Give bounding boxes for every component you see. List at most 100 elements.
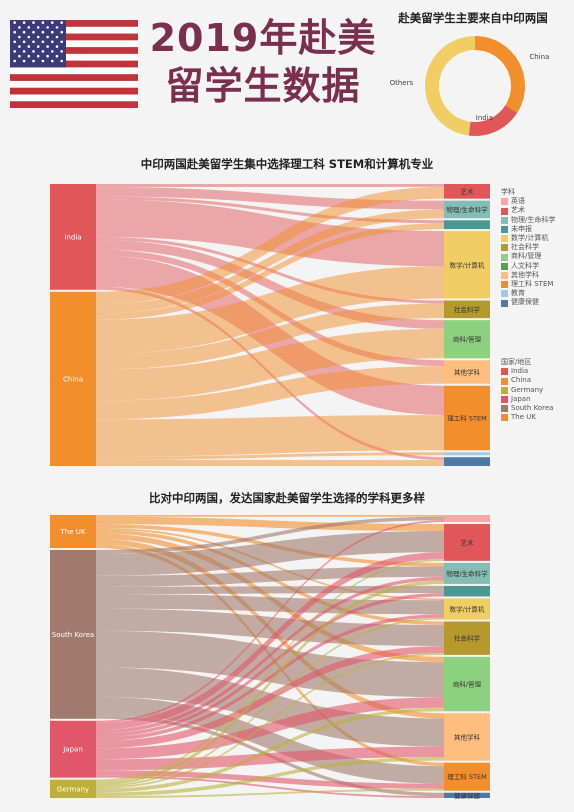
donut-label-india: India	[476, 114, 493, 122]
flag-star-icon	[46, 45, 49, 48]
sankey-target-label: 物理/生命科学	[446, 569, 488, 578]
sankey-link	[96, 585, 444, 595]
sankey-target-node	[444, 231, 490, 299]
legend-label: 人文科学	[511, 261, 539, 270]
legend-item: 商科/管理	[501, 252, 555, 261]
sankey-link	[96, 653, 444, 789]
sankey-link	[96, 646, 444, 749]
country-legend: 国家/地区 India China Germany Japan South Korea T…	[501, 358, 553, 422]
flag-star-icon	[13, 59, 16, 63]
flag-star-icon	[36, 54, 40, 58]
sankey-link	[96, 240, 444, 329]
flag-star-icon	[22, 59, 26, 63]
sankey-target-node	[444, 762, 490, 791]
flag-star-icon	[41, 50, 45, 53]
sankey-source-label: The UK	[60, 528, 86, 536]
flag-star-icon	[22, 50, 26, 53]
flag-star-icon	[51, 59, 54, 63]
legend-item: 其他学科	[501, 271, 555, 280]
sankey-target-node	[444, 184, 490, 199]
sankey-source-node	[50, 720, 96, 778]
legend-swatch	[501, 271, 508, 279]
legend-label: 英语	[511, 197, 525, 206]
legend-item: India	[501, 367, 553, 376]
sankey-target-label: 理工科 STEM	[447, 772, 486, 781]
legend-item: 人文科学	[501, 262, 555, 271]
flag-star-icon	[55, 45, 59, 48]
sankey-target-node	[444, 360, 490, 384]
sankey-target-label: 其他学科	[454, 368, 481, 377]
sankey-source-node	[50, 291, 96, 466]
sankey-target-node	[444, 457, 490, 466]
sankey-target-node	[444, 713, 490, 761]
sankey-target-node	[444, 515, 490, 523]
sankey-source-label: South Korea	[52, 631, 94, 639]
flag-star-icon	[41, 21, 45, 24]
flag-star-icon	[60, 21, 63, 24]
sankey-target-node	[444, 585, 490, 597]
legend-label: South Korea	[511, 404, 554, 413]
legend-swatch	[501, 281, 508, 289]
donut-label-china: China	[529, 53, 549, 61]
sankey-link	[96, 757, 444, 797]
sankey-target-node	[444, 300, 490, 319]
legend-label: 教育	[511, 289, 525, 298]
legend-item: Japan	[501, 395, 553, 404]
flag-star-icon	[41, 40, 45, 44]
legend-label: India	[511, 367, 529, 376]
sankey-link	[96, 186, 444, 305]
sankey-link	[96, 707, 444, 793]
flag-star-icon	[27, 35, 31, 39]
flag-star-icon	[51, 30, 54, 34]
legend-label: Japan	[511, 394, 531, 403]
sankey-link	[96, 697, 444, 760]
legend-swatch	[501, 225, 508, 233]
legend-swatch	[501, 198, 508, 206]
title-line-1: 2019年赴美	[149, 16, 377, 60]
legend-label: 理工科 STEM	[511, 280, 554, 289]
flag-star-icon	[27, 54, 31, 58]
sankey-target-node	[444, 562, 490, 584]
legend-label: 艺术	[511, 206, 525, 215]
sankey-link	[96, 459, 444, 466]
donut-slice-india	[468, 105, 518, 136]
sankey-link	[96, 515, 444, 517]
flag-star-icon	[60, 50, 63, 53]
legend-swatch	[501, 290, 508, 298]
legend-item: 教育	[501, 289, 555, 298]
sankey-link	[96, 516, 444, 532]
legend-item: 未申报	[501, 225, 555, 234]
sankey-link	[96, 770, 444, 789]
flag-star-icon	[36, 45, 40, 48]
sankey-links	[96, 515, 444, 798]
flag-star-icon	[13, 30, 16, 34]
flag-star-icon	[22, 30, 26, 34]
sankey-link	[96, 614, 444, 741]
sankey-target-node	[444, 656, 490, 712]
flag-star-icon	[32, 59, 35, 63]
legend-item: China	[501, 376, 553, 385]
sankey-target-node	[444, 220, 490, 230]
flag-star-icon	[27, 45, 31, 48]
sankey-link	[96, 527, 444, 601]
flag-star-icon	[46, 54, 49, 58]
sankey-target-label: 数学/计算机	[450, 260, 485, 269]
sankey-source-label: China	[63, 375, 83, 383]
sankey-link	[96, 328, 444, 401]
sankey-target-label: 商科/管理	[453, 680, 482, 689]
sankey-source-label: Japan	[62, 746, 83, 754]
flag-star-icon	[51, 40, 54, 44]
legend-item: South Korea	[501, 404, 553, 413]
sankey-target-label: 其他学科	[454, 732, 481, 741]
legend-swatch	[501, 299, 508, 307]
sankey-target-label: 社会科学	[454, 634, 481, 643]
legend-label: Germany	[511, 385, 544, 394]
flag-star-icon	[22, 21, 26, 24]
legend-swatch	[501, 395, 508, 403]
sankey-1-title: 中印两国赴美留学生集中选择理工科 STEM和计算机专业	[140, 157, 434, 171]
legend-item: 英语	[501, 197, 555, 206]
legend-item: 艺术	[501, 206, 555, 215]
legend-swatch	[501, 377, 508, 385]
flag-star-icon	[41, 59, 45, 63]
